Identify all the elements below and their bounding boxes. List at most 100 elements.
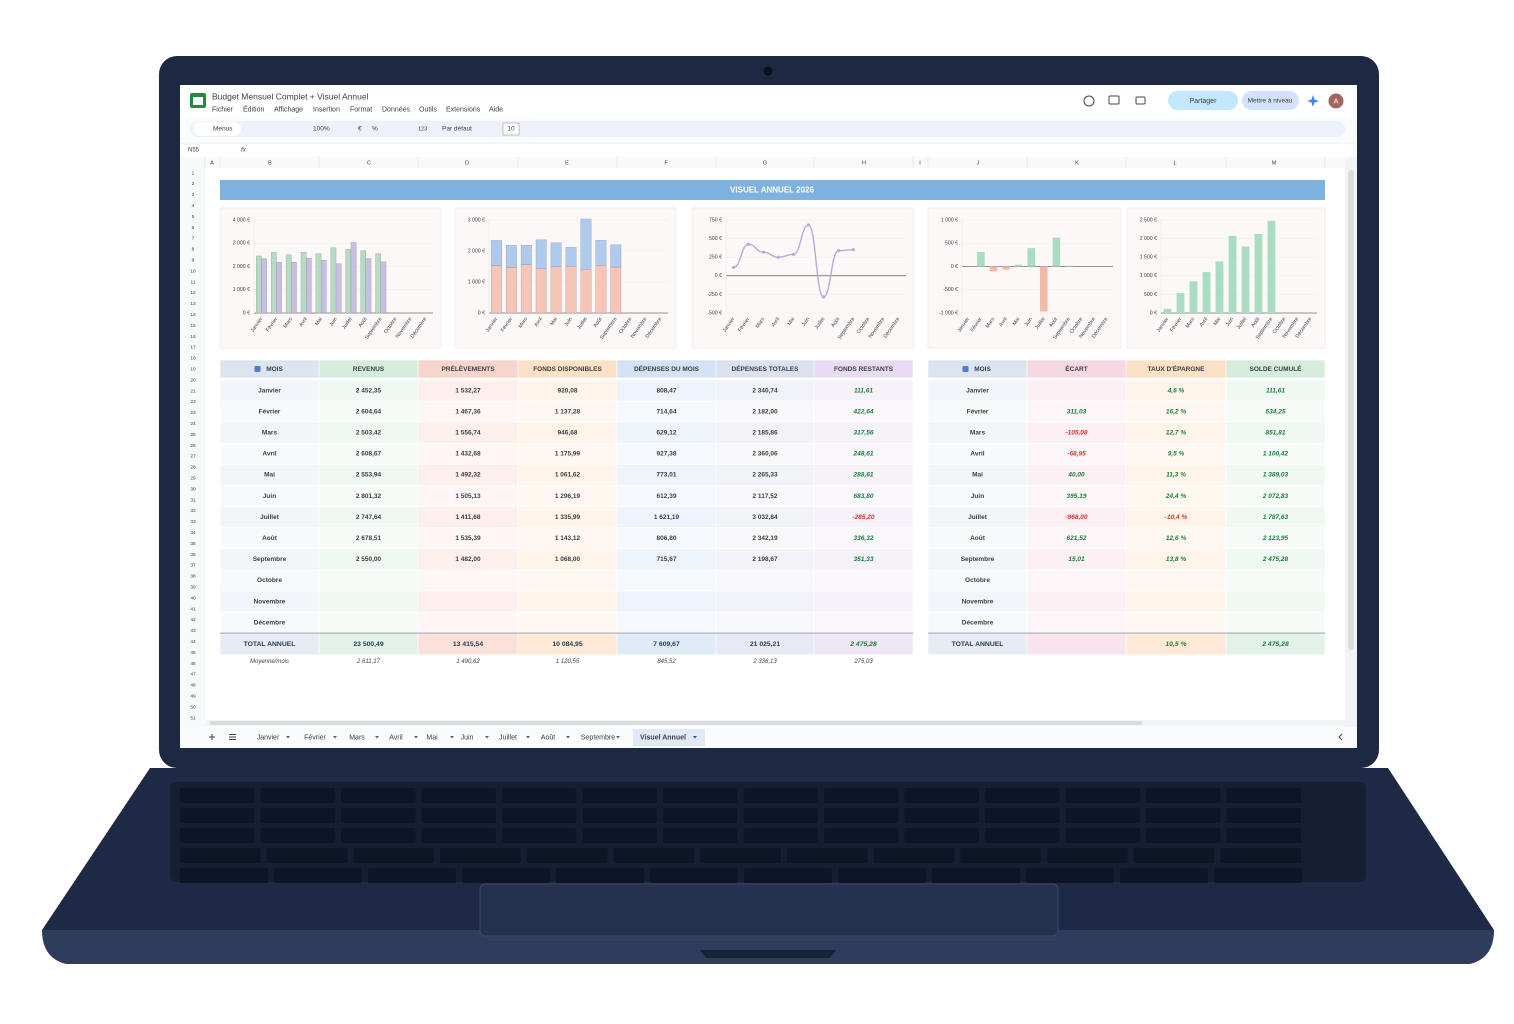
menu-item[interactable]: Fichier (212, 106, 234, 113)
laptop-notch (700, 950, 836, 958)
sheet-tab[interactable]: Avril (389, 734, 403, 741)
sheet-tab[interactable]: Mai (426, 734, 438, 741)
tab-menu-arrow[interactable] (526, 736, 530, 739)
x-tick-label: Avril (771, 316, 782, 328)
trackpad (479, 883, 1059, 937)
row-number: 48 (190, 683, 196, 689)
bar-segment (565, 247, 577, 267)
month-label: Avril (262, 451, 276, 458)
menu-item[interactable]: Aide (489, 106, 503, 113)
tab-menu-arrow[interactable] (450, 736, 454, 739)
row-number: 31 (190, 497, 196, 503)
cell (318, 590, 419, 613)
currency-format[interactable]: € (358, 126, 362, 133)
sheet-tab[interactable]: Visuel Annuel (640, 734, 686, 741)
upgrade-button[interactable] (1242, 91, 1299, 110)
row-number: 44 (190, 639, 196, 645)
key (582, 808, 657, 823)
cell-value: 1 175,99 (555, 451, 581, 458)
x-tick-label: Mai (549, 316, 559, 326)
key (341, 788, 416, 803)
row-number: 19 (190, 366, 196, 372)
row-number: 30 (190, 486, 196, 492)
cell-reference[interactable]: N55 (188, 148, 200, 154)
key (502, 808, 577, 823)
key (180, 828, 255, 843)
add-sheet[interactable] (209, 734, 215, 740)
sheet-tab[interactable]: Janvier (257, 734, 280, 741)
tab-menu-arrow[interactable] (286, 736, 290, 739)
tab-menu-arrow[interactable] (375, 736, 379, 739)
total-value: 2 475,28 (849, 641, 877, 648)
sheet-tab[interactable]: Février (304, 734, 326, 741)
menu-item[interactable]: Données (382, 106, 411, 113)
column-header: B (268, 160, 272, 166)
key (353, 848, 435, 863)
cell-value: 612,39 (657, 493, 677, 500)
percent-format[interactable]: % (372, 126, 378, 133)
cell-value: 288,61 (853, 472, 874, 479)
gemini-icon[interactable] (1307, 95, 1319, 107)
font-family[interactable]: Par défaut (442, 126, 472, 133)
meet-icon[interactable] (1135, 96, 1146, 105)
tab-menu-arrow[interactable] (485, 736, 489, 739)
font-size[interactable]: 10 (507, 126, 515, 133)
cell-value: 12,6 % (1166, 535, 1186, 542)
tab-menu-arrow[interactable] (616, 736, 620, 739)
search-box[interactable] (193, 122, 241, 136)
cell-value: 629,12 (657, 429, 677, 436)
bar (1241, 246, 1250, 313)
x-tick-label: Mai (314, 316, 324, 326)
key (743, 788, 818, 803)
sheet-tab[interactable]: Juillet (499, 734, 517, 741)
menu-item[interactable]: Affichage (274, 106, 303, 113)
cell (1225, 611, 1326, 634)
y-tick-label: 0 € (715, 273, 722, 279)
menu-item[interactable]: Insertion (313, 106, 340, 113)
zoom[interactable]: 100% (313, 126, 330, 133)
y-tick-label: 500 € (945, 241, 958, 247)
avatar-letter[interactable]: A (1333, 96, 1338, 105)
share-button[interactable] (1168, 91, 1238, 110)
menu-item[interactable]: Édition (243, 104, 265, 113)
share-label[interactable]: Partager (1190, 98, 1218, 105)
scroll-thumb[interactable] (1348, 170, 1354, 650)
search-menus[interactable]: Menus (213, 126, 233, 133)
sheet-tab[interactable]: Août (541, 734, 555, 741)
number-format[interactable]: 123 (418, 126, 427, 132)
row-number: 11 (191, 279, 196, 285)
month-label: Octobre (965, 577, 990, 584)
tab-menu-arrow[interactable] (333, 736, 337, 739)
hscroll-thumb[interactable] (210, 721, 1142, 725)
bar (330, 247, 337, 314)
key (786, 848, 868, 863)
history-icon[interactable] (1083, 95, 1095, 107)
tab-scroll[interactable] (1338, 733, 1343, 741)
comments-icon[interactable] (1108, 95, 1120, 105)
sheet-tab[interactable]: Mars (349, 734, 365, 741)
sheet-tab[interactable]: Septembre (581, 734, 615, 741)
menu-item[interactable]: Outils (419, 106, 437, 113)
all-sheets[interactable] (229, 734, 236, 740)
cell-value: 2 198,67 (752, 556, 778, 563)
y-tick-label: -1 000 € (939, 310, 958, 316)
sheet-tab[interactable]: Juin (461, 734, 474, 741)
tab-menu-arrow[interactable] (566, 736, 570, 739)
active-tab[interactable] (633, 729, 705, 746)
document-title[interactable]: Budget Mensuel Complet + Visuel Annuel (212, 91, 369, 101)
cell-value: 3 032,84 (752, 514, 778, 521)
upgrade-label[interactable]: Mettre à niveau (1248, 98, 1293, 105)
font-size-box[interactable] (502, 122, 520, 136)
avatar[interactable] (1328, 93, 1344, 109)
cell-value: 1 787,63 (1263, 514, 1289, 521)
menu-item[interactable]: Format (350, 106, 372, 113)
x-tick-label: Mai (1012, 316, 1022, 326)
tab-menu-arrow[interactable] (693, 736, 697, 739)
tab-menu-arrow[interactable] (414, 736, 418, 739)
cell-value: 2 503,42 (356, 429, 382, 436)
menu-item[interactable]: Extensions (446, 106, 481, 113)
key (663, 828, 738, 843)
cell (517, 611, 618, 634)
chart-card (1126, 207, 1326, 349)
average-value: 1 490,62 (456, 659, 480, 665)
